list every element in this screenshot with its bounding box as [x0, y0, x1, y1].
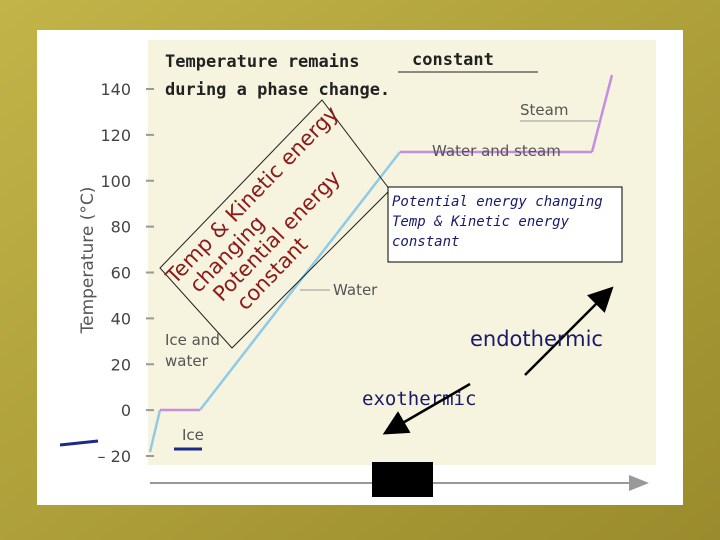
- y-tick-label: 100: [100, 172, 131, 191]
- y-tick-label: 60: [111, 264, 131, 283]
- label-water: Water: [333, 281, 378, 299]
- y-tick-label: 0: [121, 401, 131, 420]
- label-ice-water: Ice and: [165, 331, 220, 349]
- endothermic-arrow: [524, 286, 614, 376]
- label-ice: Ice: [182, 426, 204, 444]
- y-tick-label: 120: [100, 126, 131, 145]
- y-tick-label: – 20: [98, 447, 131, 466]
- curve-ice: [148, 409, 162, 453]
- y-ticks: 140 120 100 80 60 40 20 0 – 20: [98, 80, 154, 466]
- box-note: Potential energy changing: [392, 194, 603, 210]
- curve-steam: [590, 74, 614, 153]
- blue-dash: [59, 439, 99, 447]
- title-blank: constant: [412, 50, 494, 70]
- endothermic-label: endothermic: [470, 327, 603, 351]
- label-water-steam: Water and steam: [432, 142, 561, 160]
- y-tick-label: 80: [111, 218, 131, 237]
- black-block: [372, 462, 433, 497]
- label-steam: Steam: [520, 101, 568, 119]
- curve-water: [199, 151, 401, 411]
- label-ice-water: water: [165, 352, 209, 370]
- exothermic-arrow: [382, 382, 471, 435]
- y-tick-label: 140: [100, 80, 131, 99]
- note-box: [387, 186, 623, 263]
- box-note: constant: [392, 234, 459, 250]
- y-tick-label: 40: [111, 309, 131, 328]
- title-line: during a phase change.: [165, 80, 390, 100]
- box-note: Temp & Kinetic energy: [392, 214, 570, 230]
- y-axis-label: Temperature (°C): [78, 187, 98, 335]
- title-line: Temperature remains: [165, 52, 359, 72]
- y-tick-label: 20: [111, 355, 131, 374]
- exothermic-label: exothermic: [362, 388, 476, 410]
